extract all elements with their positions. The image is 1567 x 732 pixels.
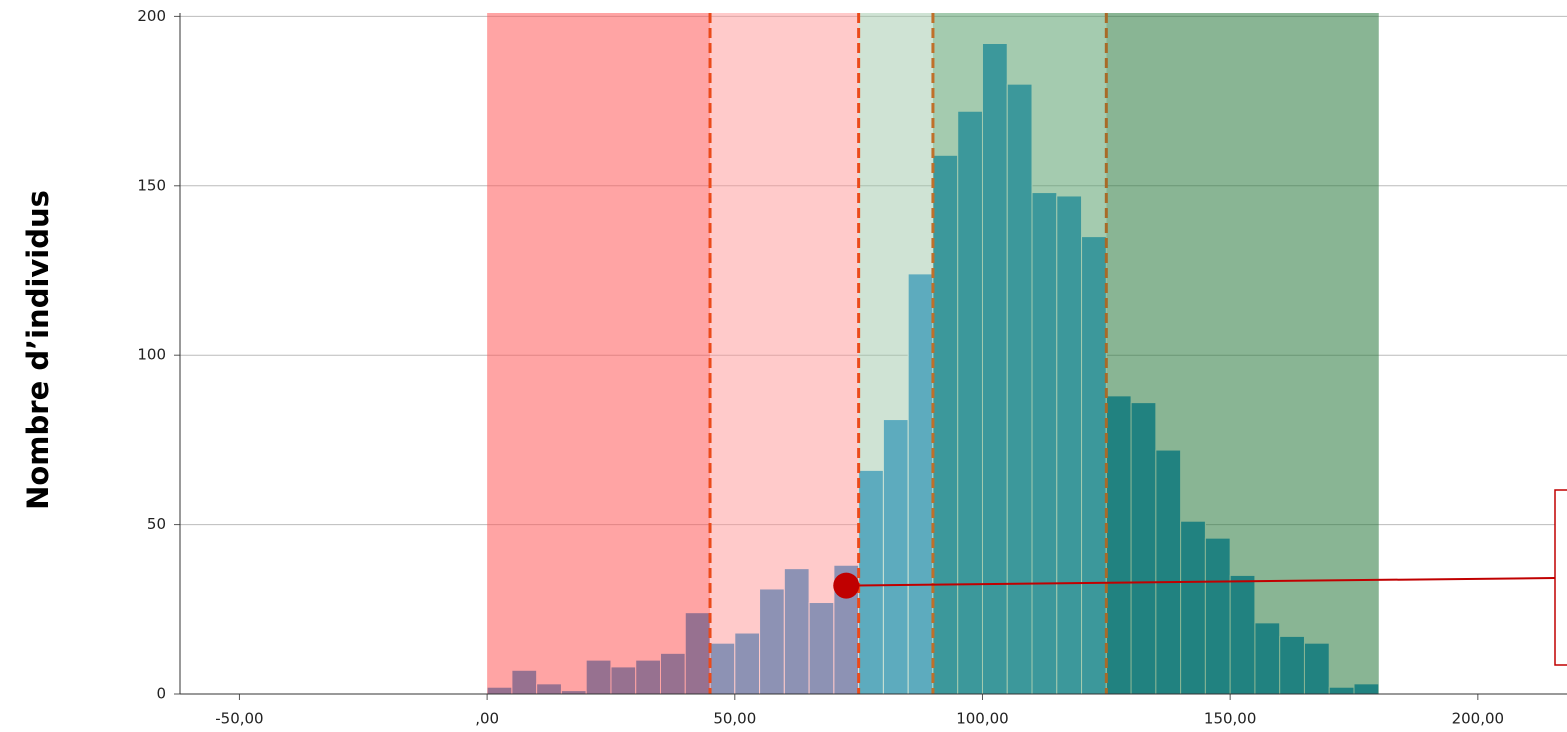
y-axis-label: Nombre d’individus <box>21 190 55 510</box>
y-tick-label: 150 <box>137 176 166 194</box>
callout-box <box>1554 489 1567 666</box>
zone <box>932 13 1107 694</box>
x-tick-label: 100,00 <box>956 710 1009 728</box>
x-tick-label: -50,00 <box>215 710 263 728</box>
callout-line <box>846 577 1556 587</box>
y-tick-label: 0 <box>156 685 166 703</box>
y-tick-label: 50 <box>147 515 166 533</box>
zone <box>1106 13 1379 694</box>
marker <box>833 572 860 599</box>
x-tick-label: 200,00 <box>1452 710 1505 728</box>
y-tick-label: 100 <box>137 346 166 364</box>
zone <box>710 13 859 694</box>
x-tick-label: 150,00 <box>1204 710 1257 728</box>
zone <box>487 13 711 694</box>
x-tick-label: 50,00 <box>713 710 756 728</box>
zone <box>858 13 933 694</box>
x-tick-label: ,00 <box>475 710 499 728</box>
y-tick-label: 200 <box>137 7 166 25</box>
